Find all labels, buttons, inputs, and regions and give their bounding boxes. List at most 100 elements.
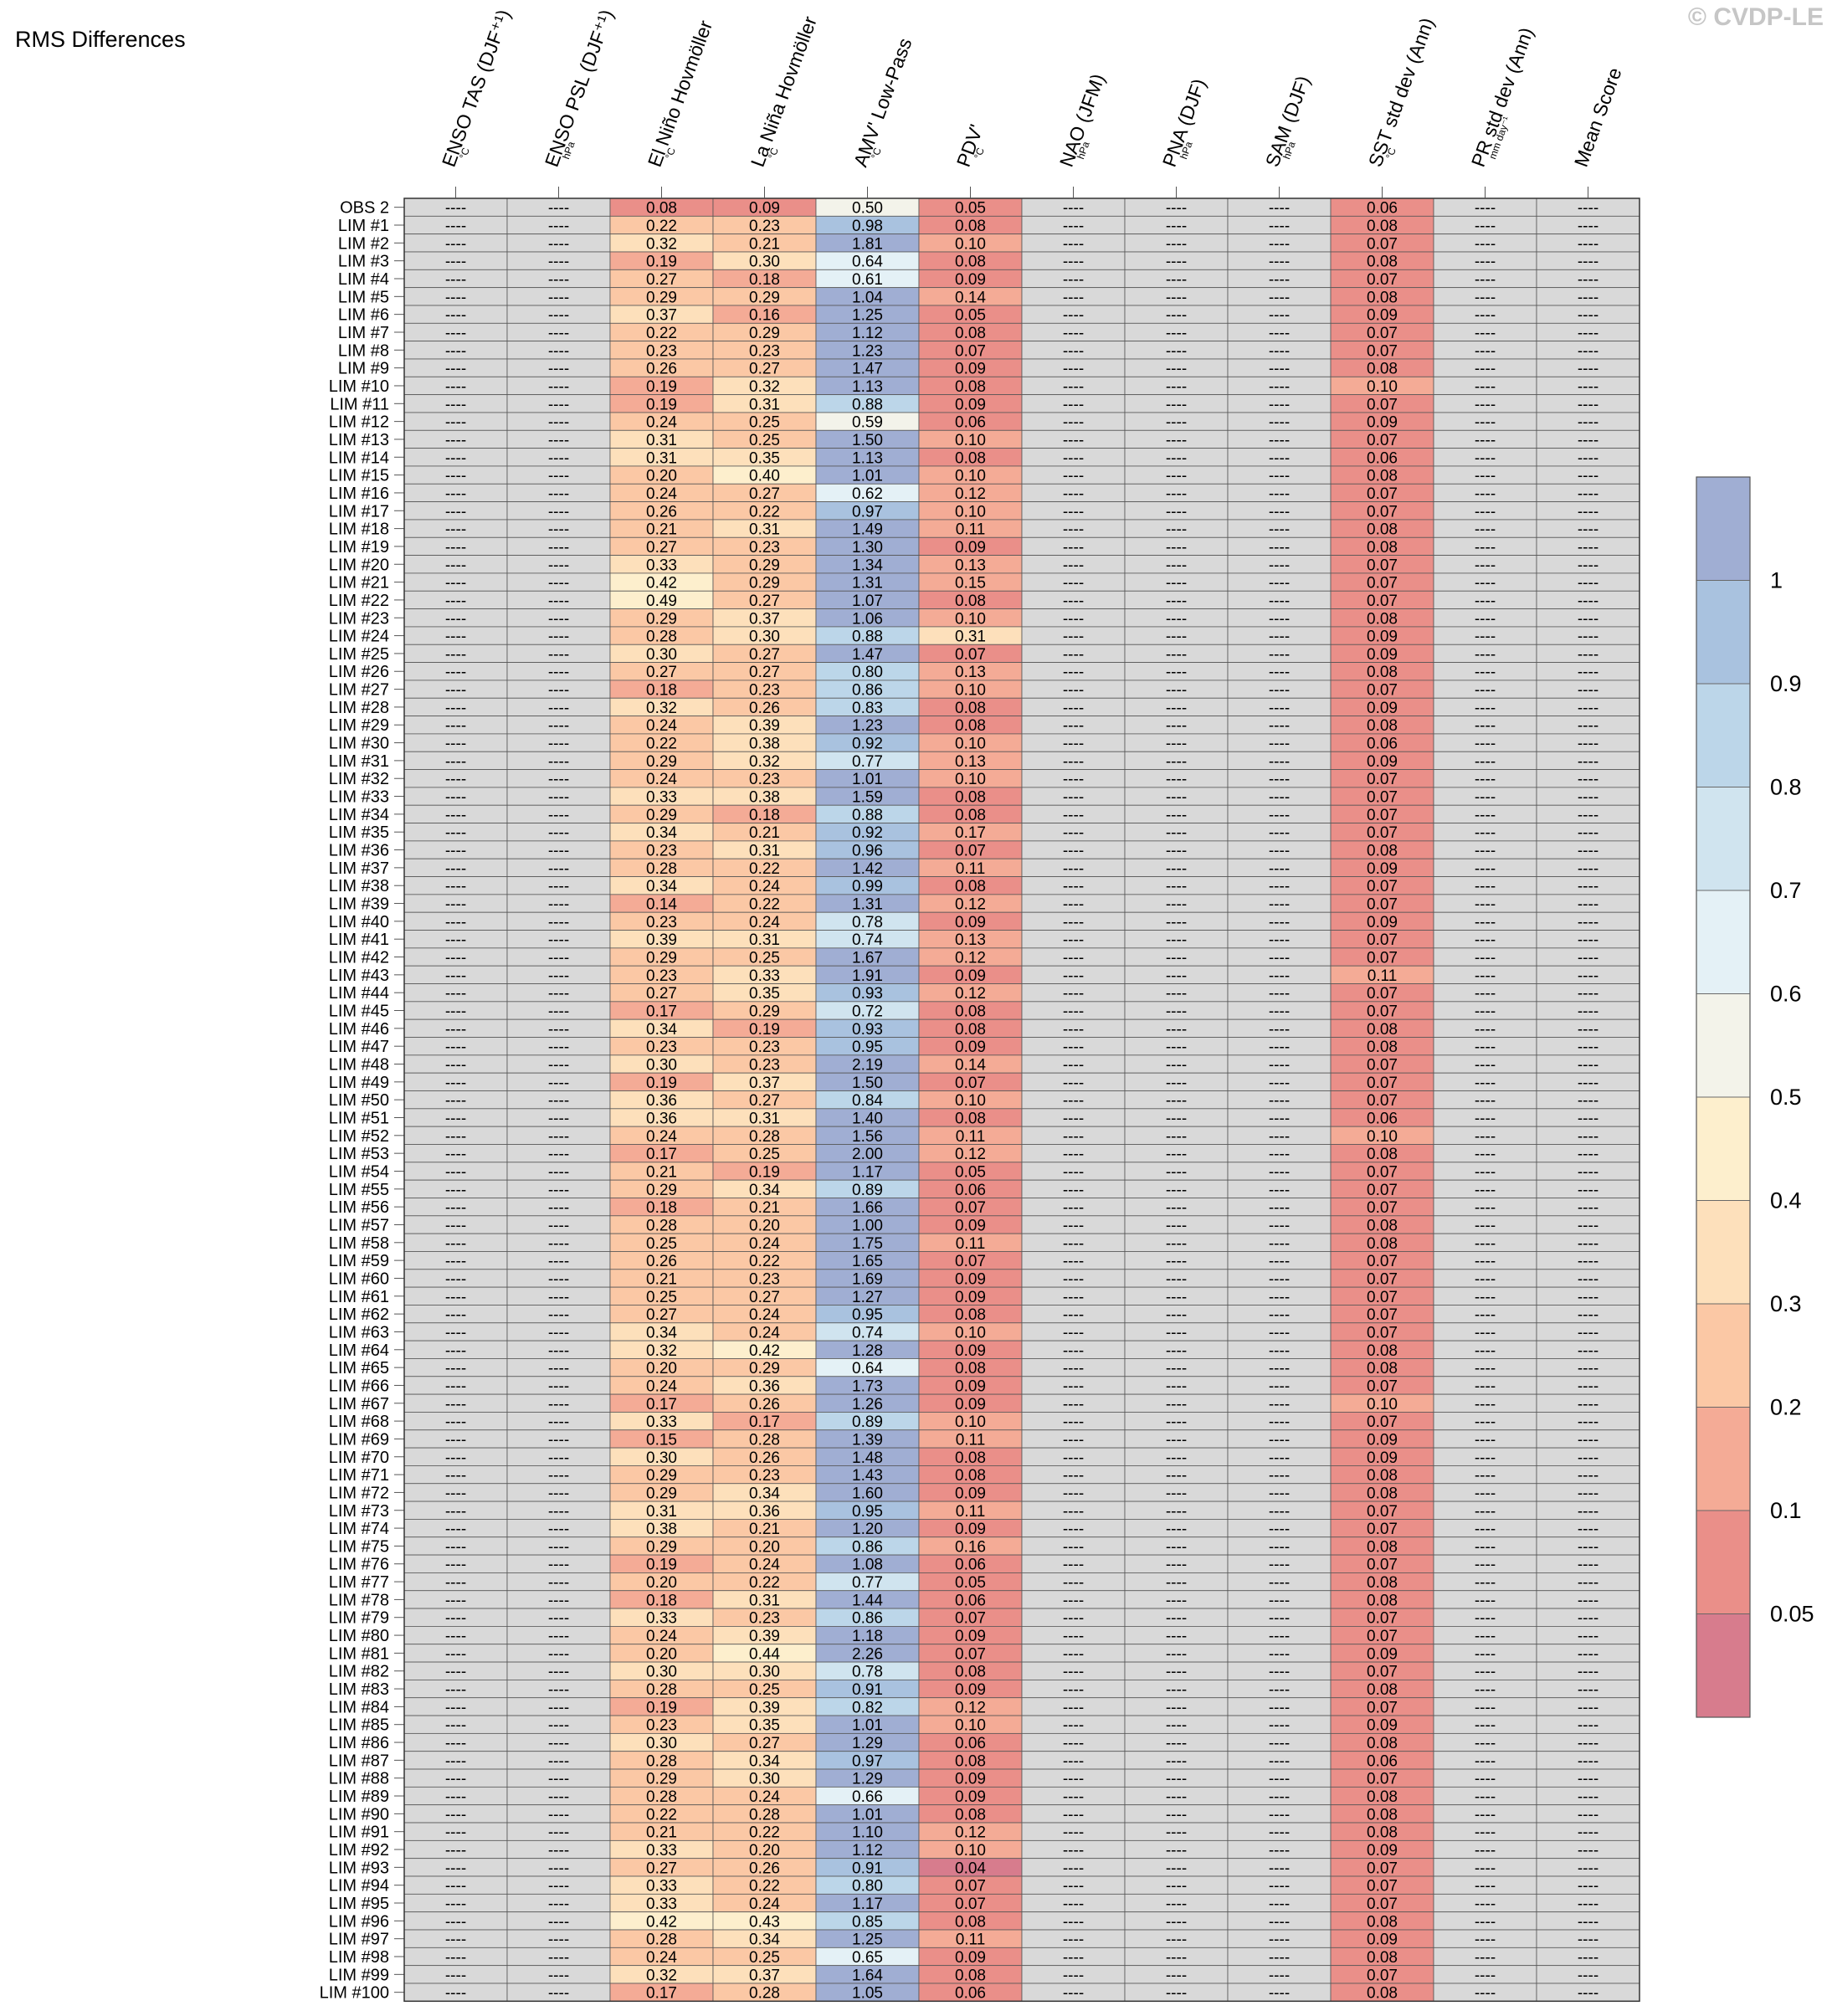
cell-value: 0.07 <box>1367 1628 1398 1645</box>
cell-value: 0.37 <box>749 1967 780 1984</box>
cell-missing: ---- <box>445 1021 466 1039</box>
cell-value: 0.34 <box>646 1324 677 1341</box>
cell-value: 1.04 <box>852 289 883 306</box>
cell-value: 0.09 <box>955 914 986 931</box>
cell-missing: ---- <box>445 1163 466 1181</box>
cell-missing: ---- <box>1475 396 1496 413</box>
cell-value: 1.05 <box>852 1985 883 2003</box>
cell-value: 0.12 <box>955 1146 986 1163</box>
row-label: LIM #94 <box>329 1877 389 1895</box>
cell-missing: ---- <box>445 1431 466 1449</box>
cell-missing: ---- <box>1166 824 1187 842</box>
colorbar-label: 0.7 <box>1770 878 1802 903</box>
cell-value: 0.39 <box>749 1628 780 1645</box>
cell-missing: ---- <box>548 1824 569 1842</box>
cell-missing: ---- <box>1578 218 1599 235</box>
row-label: LIM #97 <box>329 1931 389 1949</box>
cell-value: 0.28 <box>646 1681 677 1699</box>
cell-missing: ---- <box>1269 1289 1290 1306</box>
cell-missing: ---- <box>1475 1735 1496 1752</box>
cell-value: 0.29 <box>646 1538 677 1556</box>
cell-missing: ---- <box>1578 1592 1599 1609</box>
cell-missing: ---- <box>1578 1771 1599 1788</box>
cell-value: 0.88 <box>852 396 883 413</box>
cell-missing: ---- <box>445 1949 466 1967</box>
cell-missing: ---- <box>445 1075 466 1092</box>
cell-value: 0.27 <box>749 1092 780 1110</box>
cell-value: 0.26 <box>646 361 677 378</box>
cell-missing: ---- <box>1063 1289 1084 1306</box>
cell-missing: ---- <box>1063 1752 1084 1770</box>
cell-value: 0.30 <box>646 1664 677 1681</box>
cell-missing: ---- <box>548 1717 569 1735</box>
cell-missing: ---- <box>1063 378 1084 396</box>
cell-value: 1.67 <box>852 950 883 967</box>
cell-missing: ---- <box>1578 610 1599 628</box>
cell-missing: ---- <box>1475 1949 1496 1967</box>
cell-missing: ---- <box>548 200 569 218</box>
cell-missing: ---- <box>445 575 466 592</box>
cell-value: 0.10 <box>955 503 986 521</box>
cell-missing: ---- <box>1269 218 1290 235</box>
cell-value: 0.08 <box>1367 254 1398 271</box>
cell-missing: ---- <box>1269 1985 1290 2003</box>
cell-missing: ---- <box>1578 325 1599 342</box>
row-label: LIM #17 <box>329 502 389 521</box>
cell-missing: ---- <box>1269 1574 1290 1592</box>
cell-missing: ---- <box>1063 254 1084 271</box>
cell-missing: ---- <box>1269 1931 1290 1949</box>
cell-missing: ---- <box>1063 1377 1084 1395</box>
cell-value: 0.31 <box>646 432 677 449</box>
cell-missing: ---- <box>548 1075 569 1092</box>
cell-value: 0.09 <box>955 1289 986 1306</box>
cell-missing: ---- <box>1578 1289 1599 1306</box>
cell-value: 0.33 <box>646 1895 677 1913</box>
cell-missing: ---- <box>445 1342 466 1360</box>
cell-value: 0.30 <box>646 1735 677 1752</box>
cell-missing: ---- <box>1166 449 1187 467</box>
row-label: LIM #100 <box>320 1984 389 2003</box>
cell-value: 0.07 <box>955 342 986 360</box>
column-unit: hPa <box>1075 140 1092 161</box>
cell-value: 0.06 <box>1367 449 1398 467</box>
cell-missing: ---- <box>1063 449 1084 467</box>
cell-value: 0.32 <box>646 1967 677 1984</box>
cell-missing: ---- <box>1166 342 1187 360</box>
cell-missing: ---- <box>1269 1681 1290 1699</box>
cell-missing: ---- <box>1475 1182 1496 1199</box>
cell-missing: ---- <box>1475 1342 1496 1360</box>
cell-missing: ---- <box>1063 1217 1084 1234</box>
cell-missing: ---- <box>1063 610 1084 628</box>
cell-missing: ---- <box>548 664 569 681</box>
cell-missing: ---- <box>548 575 569 592</box>
cell-missing: ---- <box>1578 289 1599 306</box>
cell-value: 0.22 <box>749 1574 780 1592</box>
cell-value: 0.36 <box>749 1377 780 1395</box>
cell-missing: ---- <box>1063 521 1084 539</box>
cell-value: 0.17 <box>646 1003 677 1021</box>
cell-missing: ---- <box>1063 1199 1084 1217</box>
cell-missing: ---- <box>548 1806 569 1824</box>
row-label: LIM #66 <box>329 1377 389 1395</box>
cell-value: 0.34 <box>749 1182 780 1199</box>
column-label: La Niña Hovmöller <box>747 13 821 170</box>
cell-value: 0.08 <box>1367 1949 1398 1967</box>
cell-missing: ---- <box>1063 1806 1084 1824</box>
cell-missing: ---- <box>1063 361 1084 378</box>
row-label: LIM #92 <box>329 1841 389 1860</box>
cell-missing: ---- <box>1269 1610 1290 1628</box>
cell-missing: ---- <box>445 1985 466 2003</box>
cell-missing: ---- <box>1475 860 1496 878</box>
cell-missing: ---- <box>1269 1377 1290 1395</box>
cell-value: 0.21 <box>749 1521 780 1538</box>
cell-missing: ---- <box>1578 1377 1599 1395</box>
cell-missing: ---- <box>1578 1913 1599 1931</box>
cell-missing: ---- <box>548 1199 569 1217</box>
cell-missing: ---- <box>445 378 466 396</box>
cell-value: 0.29 <box>646 753 677 771</box>
cell-missing: ---- <box>1269 1538 1290 1556</box>
cell-missing: ---- <box>1475 592 1496 610</box>
cell-value: 0.20 <box>749 1538 780 1556</box>
cell-missing: ---- <box>1063 218 1084 235</box>
cell-value: 0.08 <box>1367 1467 1398 1485</box>
